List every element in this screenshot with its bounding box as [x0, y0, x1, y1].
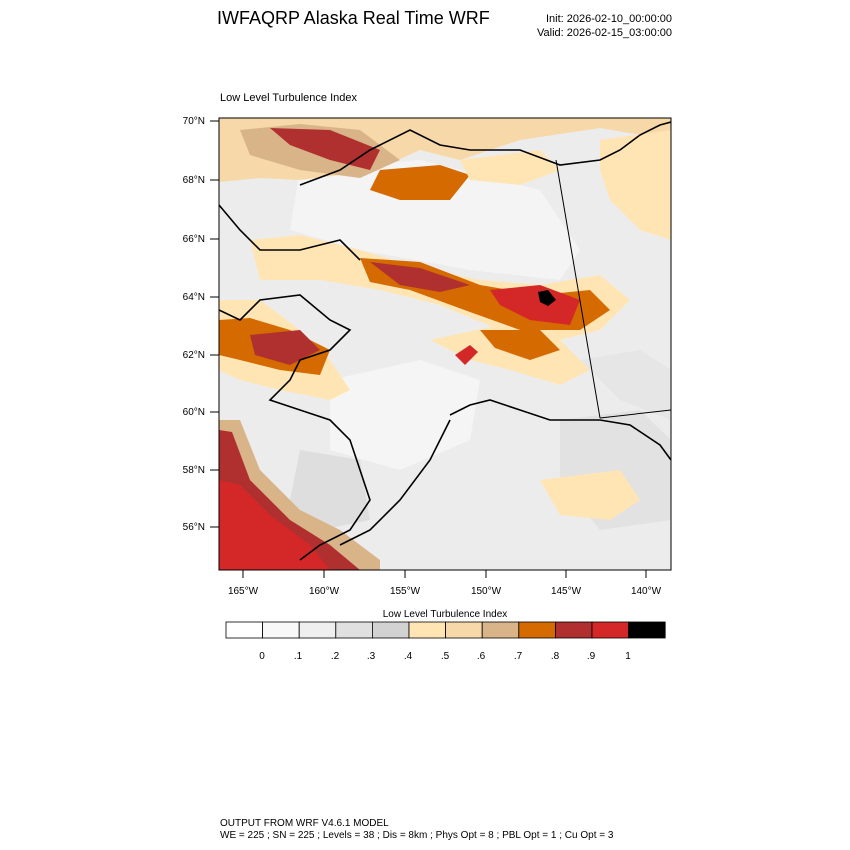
colorbar-label: .4 — [404, 651, 413, 662]
colorbar-label: 0 — [259, 651, 265, 662]
colorbar-label: .2 — [331, 651, 340, 662]
colorbar-label: 1 — [625, 651, 631, 662]
map-frame — [218, 117, 672, 571]
colorbar-labels: 0 .1 .2 .3 .4 .5 .6 .7 .8 .9 1 — [259, 651, 631, 662]
coastline — [219, 121, 671, 561]
lat-label: 58°N — [183, 465, 205, 476]
colorbar-box — [628, 621, 666, 639]
colorbar-title: Low Level Turbulence Index — [382, 609, 508, 620]
footer-line-2: WE = 225 ; SN = 225 ; Levels = 38 ; Dis … — [220, 830, 614, 841]
colorbar-label: .7 — [514, 651, 523, 662]
lat-label: 66°N — [183, 234, 205, 245]
lon-label: 165°W — [228, 586, 259, 597]
colorbar-box — [298, 621, 337, 639]
lat-label: 70°N — [183, 116, 205, 127]
colorbar-box — [591, 621, 629, 639]
colorbar-label: .9 — [587, 651, 596, 662]
colorbar-box — [481, 621, 520, 639]
turbulence-field — [219, 118, 671, 570]
lon-axis: 165°W 160°W 155°W 150°W 145°W 140°W — [228, 570, 662, 597]
colorbar-label: .5 — [441, 651, 450, 662]
lat-label: 56°N — [183, 522, 205, 533]
colorbar-box — [408, 621, 446, 639]
colorbar-box — [518, 621, 556, 639]
border-canada — [555, 159, 671, 419]
colorbar-box — [555, 621, 593, 639]
lon-label: 150°W — [471, 586, 502, 597]
lat-axis: 70°N 68°N 66°N 64°N 62°N 60°N 58°N 56°N — [183, 116, 219, 533]
model-footer: OUTPUT FROM WRF V4.6.1 MODEL WE = 225 ; … — [220, 818, 613, 842]
init-time: Init: 2026-02-10_00:00:00 — [546, 13, 672, 25]
panel-title: Low Level Turbulence Index — [220, 92, 357, 104]
init-valid-times: Init: 2026-02-10_00:00:00 Valid: 2026-02… — [537, 12, 672, 40]
lon-label: 145°W — [551, 586, 582, 597]
colorbar-box — [445, 621, 483, 639]
colorbar-label: .6 — [477, 651, 486, 662]
colorbar-box — [225, 621, 263, 639]
footer-line-1: OUTPUT FROM WRF V4.6.1 MODEL — [220, 818, 389, 829]
valid-time: Valid: 2026-02-15_03:00:00 — [537, 27, 672, 39]
colorbar-label: .3 — [367, 651, 376, 662]
colorbar-label: .1 — [294, 651, 303, 662]
lat-label: 64°N — [183, 292, 205, 303]
lat-label: 62°N — [183, 350, 205, 361]
lon-label: 155°W — [390, 586, 421, 597]
map-title: IWFAQRP Alaska Real Time WRF — [217, 8, 490, 28]
lon-label: 140°W — [631, 586, 662, 597]
lat-label: 68°N — [183, 175, 205, 186]
colorbar-box — [371, 621, 410, 639]
colorbar-box — [335, 621, 373, 639]
colorbar-box — [262, 621, 300, 639]
colorbar — [225, 621, 666, 639]
colorbar-label: .8 — [551, 651, 560, 662]
lat-label: 60°N — [183, 407, 205, 418]
lon-label: 160°W — [309, 586, 340, 597]
